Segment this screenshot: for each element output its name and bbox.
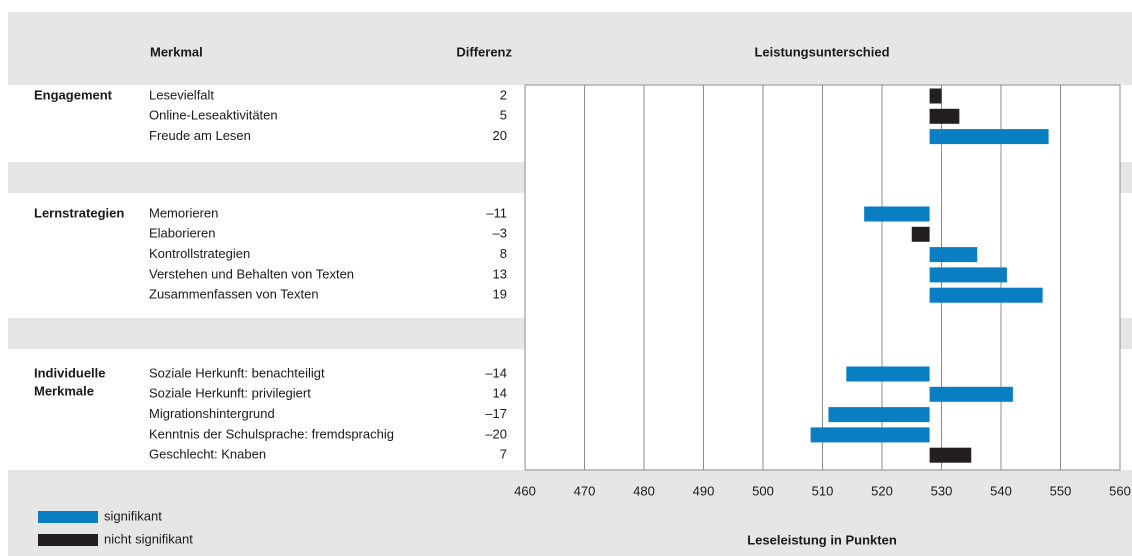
x-tick-label: 550 — [1050, 483, 1072, 498]
x-tick-label: 530 — [931, 483, 953, 498]
feature-label: Memorieren — [149, 205, 218, 220]
feature-label: Migrationshintergrund — [149, 406, 275, 421]
difference-label: 2 — [500, 87, 507, 102]
bar — [929, 447, 972, 463]
bar — [929, 88, 942, 104]
header: Leistungsunterschied — [754, 44, 889, 59]
feature-label: Elaborieren — [149, 226, 216, 241]
x-tick-label: 500 — [752, 483, 774, 498]
bar — [828, 407, 930, 423]
feature-label: Online-Leseaktivitäten — [149, 108, 278, 123]
bar — [929, 247, 978, 263]
difference-label: –14 — [485, 365, 507, 380]
legend-label: signifikant — [104, 508, 162, 523]
legend-swatch — [38, 511, 98, 523]
x-tick-label: 480 — [633, 483, 655, 498]
x-tick-label: 540 — [990, 483, 1012, 498]
bar — [929, 267, 1007, 283]
x-tick-label: 520 — [871, 483, 893, 498]
difference-label: 5 — [500, 108, 507, 123]
bar — [929, 386, 1013, 402]
x-tick-label: 490 — [693, 483, 715, 498]
feature-label: Freude am Lesen — [149, 128, 251, 143]
legend-swatch — [38, 534, 98, 546]
bar — [911, 226, 930, 242]
difference-label: 14 — [493, 386, 507, 401]
header: Merkmal — [150, 44, 203, 59]
header: Differenz — [456, 44, 512, 59]
x-tick-label: 470 — [574, 483, 596, 498]
feature-label: Lesevielfalt — [149, 87, 214, 102]
difference-label: 8 — [500, 246, 507, 261]
x-tick-label: 560 — [1109, 483, 1131, 498]
bar — [929, 108, 960, 124]
feature-label: Soziale Herkunft: benachteiligt — [149, 365, 325, 380]
bar — [929, 287, 1043, 303]
difference-label: –3 — [493, 226, 507, 241]
group-label: Lernstrategien — [34, 205, 124, 220]
difference-label: 7 — [500, 447, 507, 462]
group-label: Merkmale — [34, 383, 94, 398]
feature-label: Soziale Herkunft: privilegiert — [149, 386, 311, 401]
feature-label: Zusammenfassen von Texten — [149, 287, 319, 302]
feature-label: Verstehen und Behalten von Texten — [149, 266, 354, 281]
group-label: Individuelle — [34, 365, 106, 380]
x-tick-label: 460 — [514, 483, 536, 498]
x-axis-label: Leseleistung in Punkten — [747, 532, 897, 547]
feature-label: Geschlecht: Knaben — [149, 447, 266, 462]
feature-label: Kenntnis der Schulsprache: fremdsprachig — [149, 426, 394, 441]
bar — [810, 427, 930, 443]
feature-label: Kontrollstrategien — [149, 246, 250, 261]
difference-label: 20 — [493, 128, 507, 143]
bar — [846, 366, 930, 382]
bar — [864, 206, 930, 222]
legend-label: nicht signifikant — [104, 531, 193, 546]
difference-label: –17 — [485, 406, 507, 421]
difference-label: 19 — [493, 287, 507, 302]
group-label: Engagement — [34, 87, 113, 102]
x-tick-label: 510 — [812, 483, 834, 498]
difference-label: –11 — [486, 205, 507, 220]
difference-label: 13 — [493, 266, 507, 281]
bar — [929, 129, 1049, 145]
difference-label: –20 — [485, 426, 507, 441]
